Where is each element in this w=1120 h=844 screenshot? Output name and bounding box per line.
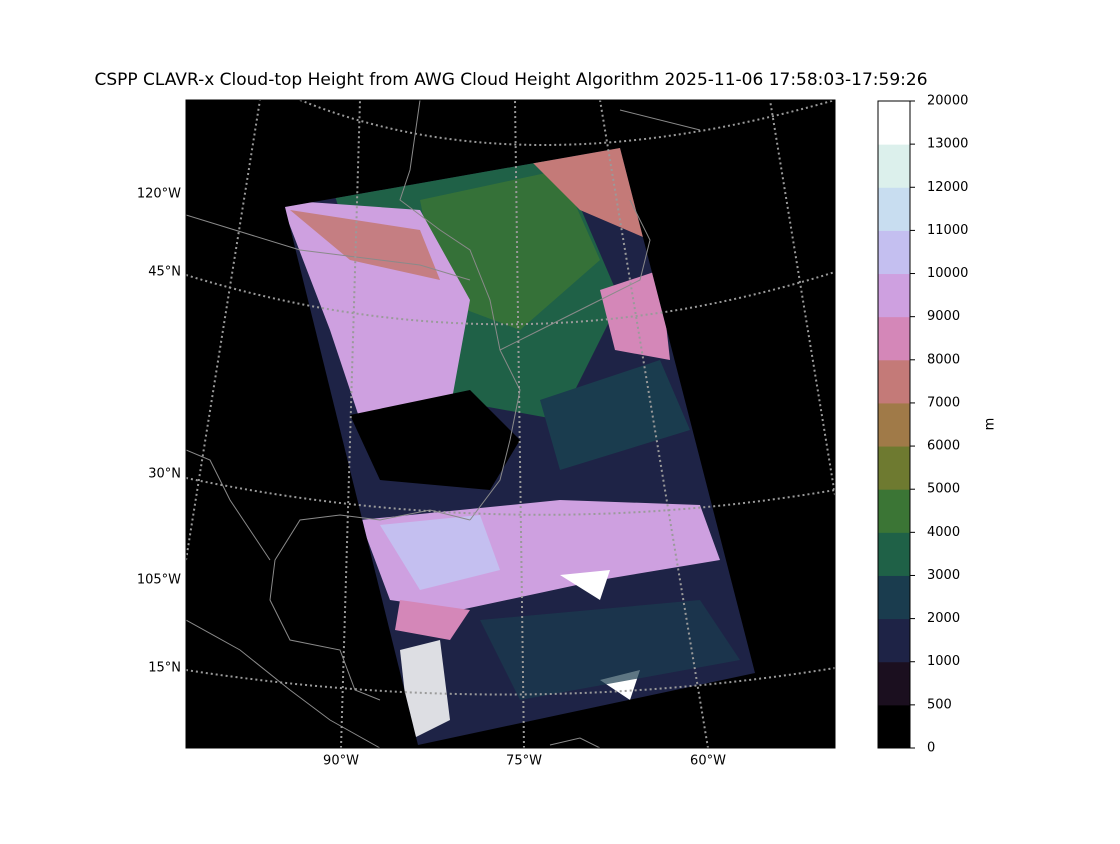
colorbar-tick-label: 5000 — [927, 482, 960, 497]
colorbar-segment — [878, 273, 910, 318]
lat-label: 30°N — [148, 467, 181, 482]
colorbar-segment — [878, 704, 910, 749]
coastlines — [186, 100, 701, 748]
graticule — [186, 100, 835, 748]
colorbar-tick-label: 2000 — [927, 611, 960, 626]
lat-label: 105°W — [137, 573, 181, 588]
colorbar-label: m — [983, 418, 998, 431]
cloud-swath — [285, 148, 755, 745]
lat-label: 45°N — [148, 265, 181, 280]
colorbar-tick-label: 4000 — [927, 525, 960, 540]
colorbar-tick-label: 12000 — [927, 180, 968, 195]
colorbar-segment — [878, 187, 910, 231]
colorbar-tick-label: 6000 — [927, 439, 960, 454]
colorbar-segment — [878, 661, 910, 706]
colorbar-segment — [878, 101, 910, 145]
colorbar-tick-label: 1000 — [927, 654, 960, 669]
lon-label: 75°W — [506, 754, 542, 769]
colorbar-tick-label: 13000 — [927, 137, 968, 152]
lon-label: 60°W — [690, 754, 726, 769]
map-area — [186, 100, 835, 748]
colorbar-tick-label: 8000 — [927, 352, 960, 367]
colorbar-tick-label: 20000 — [927, 94, 968, 109]
lon-label: 90°W — [323, 754, 359, 769]
colorbar-segment — [878, 618, 910, 663]
lat-label: 15°N — [148, 661, 181, 676]
colorbar-tick-label: 500 — [927, 697, 952, 712]
lat-label: 120°W — [137, 187, 181, 202]
colorbar-segment — [878, 359, 910, 404]
colorbar-segment — [878, 532, 910, 576]
colorbar-segment — [878, 144, 910, 188]
colorbar-tick-label: 11000 — [927, 223, 968, 238]
colorbar-frame — [877, 100, 911, 749]
colorbar-segment — [878, 230, 910, 275]
map-frame — [185, 99, 836, 749]
colorbar-segment — [878, 402, 910, 447]
colorbar-segment — [878, 489, 910, 533]
colorbar-tick-label: 7000 — [927, 395, 960, 410]
colorbar-tick-label: 9000 — [927, 309, 960, 324]
colorbar-tick-label: 0 — [927, 741, 935, 756]
colorbar-tick-label: 10000 — [927, 266, 968, 281]
colorbar-segment — [878, 316, 910, 361]
colorbar-segment — [878, 575, 910, 620]
colorbar-tick-label: 3000 — [927, 568, 960, 583]
title: CSPP CLAVR-x Cloud-top Height from AWG C… — [94, 70, 927, 90]
colorbar-segment — [878, 446, 910, 490]
